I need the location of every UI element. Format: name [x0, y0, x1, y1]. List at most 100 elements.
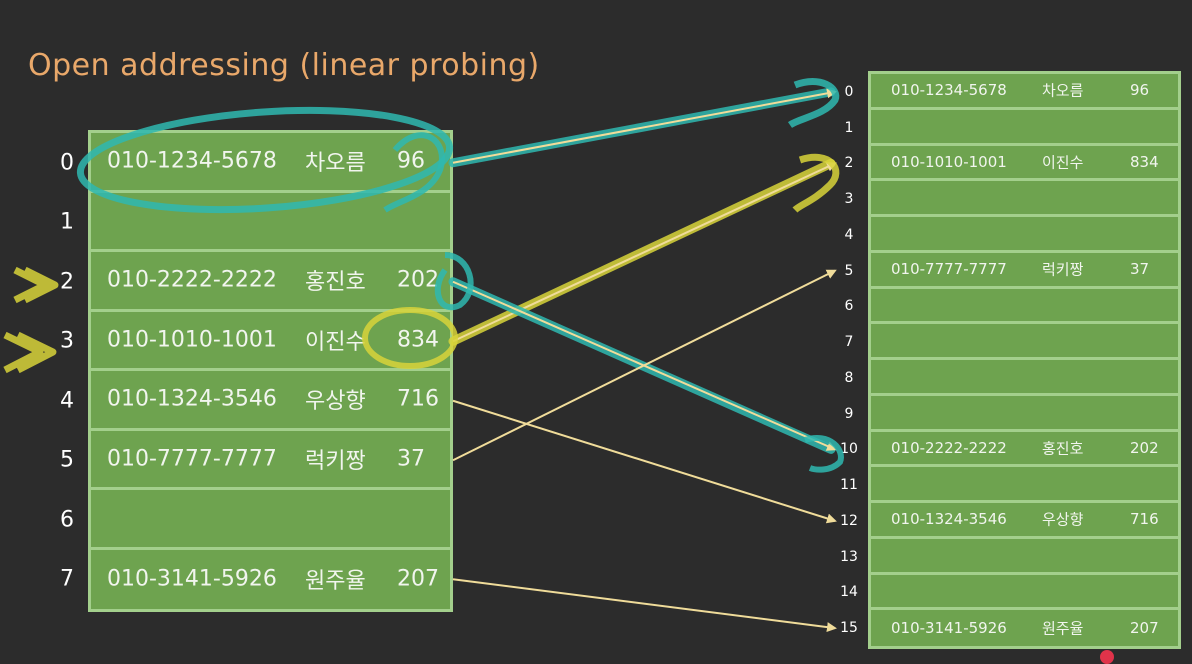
- highlight-stroke-2-to-10: [448, 277, 836, 454]
- phone-cell: 010-7777-7777: [891, 260, 1007, 279]
- right-index-9: 9: [844, 405, 854, 422]
- right-index-11: 11: [840, 477, 858, 494]
- record-indicator: [1100, 650, 1114, 664]
- name-cell: 차오름: [305, 151, 366, 177]
- right-index-5: 5: [844, 262, 854, 279]
- highlight-stroke-3-to-2: [448, 158, 836, 346]
- name-cell: 이진수: [305, 329, 366, 355]
- right-index-10: 10: [840, 441, 858, 458]
- right-row-9: [871, 396, 1178, 432]
- right-row-12: 010-1324-3546 우상향 716: [871, 503, 1178, 539]
- value-cell: 716: [397, 386, 439, 412]
- right-row-10: 010-2222-2222 홍진호 202: [871, 432, 1178, 468]
- left-row-7: 010-3141-5926 원주율 207: [91, 550, 450, 610]
- phone-cell: 010-1324-3546: [891, 510, 1007, 529]
- left-row-4: 010-1324-3546 우상향 716: [91, 371, 450, 431]
- phone-cell: 010-1234-5678: [891, 81, 1007, 100]
- right-row-1: [871, 110, 1178, 146]
- name-cell: 이진수: [1042, 153, 1084, 172]
- right-index-8: 8: [844, 369, 854, 386]
- left-index-1: 1: [60, 209, 74, 235]
- name-cell: 원주율: [1042, 619, 1084, 638]
- left-row-6: [91, 490, 450, 550]
- left-index-3: 3: [60, 328, 74, 354]
- right-index-0: 0: [844, 83, 854, 100]
- left-hash-table: 010-1234-5678 차오름 96 010-2222-2222 홍진호 202 010…: [88, 130, 453, 612]
- phone-cell: 010-1324-3546: [107, 386, 277, 412]
- left-index-4: 4: [60, 388, 74, 414]
- yellow-right-scribble-annotation: [792, 153, 840, 213]
- left-row-2: 010-2222-2222 홍진호 202: [91, 252, 450, 312]
- mapping-arrow-3-to-2: [452, 162, 837, 343]
- value-cell: 96: [397, 148, 425, 174]
- value-cell: 207: [397, 566, 439, 592]
- right-index-13: 13: [840, 548, 858, 565]
- value-cell: 716: [1130, 510, 1159, 529]
- right-row-6: [871, 289, 1178, 325]
- phone-cell: 010-1234-5678: [107, 148, 277, 174]
- right-row-4: [871, 217, 1178, 253]
- teal-right-lower-scribble-annotation: [804, 435, 844, 473]
- phone-cell: 010-2222-2222: [107, 267, 277, 293]
- right-hash-table: 010-1234-5678 차오름 96 010-1010-1001 이진수 834 010…: [868, 71, 1181, 649]
- name-cell: 럭키짱: [305, 448, 366, 474]
- left-index-0: 0: [60, 150, 74, 176]
- phone-cell: 010-1010-1001: [107, 327, 277, 353]
- highlight-stroke-0-to-0: [448, 87, 836, 168]
- mapping-arrow-2-to-10: [452, 280, 837, 451]
- name-cell: 우상향: [1042, 510, 1084, 529]
- yellow-arrow-row3-icon: [3, 331, 57, 374]
- right-index-15: 15: [840, 620, 858, 637]
- name-cell: 럭키짱: [1042, 260, 1084, 279]
- right-row-13: [871, 539, 1178, 575]
- left-index-6: 6: [60, 507, 74, 533]
- mapping-arrow-4-to-12: [452, 399, 837, 524]
- value-cell: 202: [1130, 438, 1159, 457]
- phone-cell: 010-1010-1001: [891, 152, 1007, 171]
- right-row-15: 010-3141-5926 원주율 207: [871, 610, 1178, 646]
- mapping-arrow-0-to-0: [452, 88, 837, 164]
- name-cell: 원주율: [305, 569, 366, 595]
- name-cell: 홍진호: [305, 270, 366, 296]
- right-row-3: [871, 181, 1178, 217]
- value-cell: 37: [1130, 260, 1150, 279]
- value-cell: 202: [397, 267, 439, 293]
- right-row-2: 010-1010-1001 이진수 834: [871, 146, 1178, 182]
- right-row-8: [871, 360, 1178, 396]
- right-index-3: 3: [844, 191, 854, 208]
- left-row-0: 010-1234-5678 차오름 96: [91, 133, 450, 193]
- name-cell: 우상향: [305, 389, 366, 415]
- teal-right-scribble-annotation: [787, 77, 840, 129]
- name-cell: 차오름: [1042, 81, 1084, 100]
- mapping-arrow-5-to-5: [452, 269, 837, 462]
- right-index-6: 6: [844, 298, 854, 315]
- left-row-3: 010-1010-1001 이진수 834: [91, 312, 450, 371]
- right-index-2: 2: [844, 155, 854, 172]
- right-index-14: 14: [840, 584, 858, 601]
- right-row-0: 010-1234-5678 차오름 96: [871, 74, 1178, 110]
- right-index-1: 1: [844, 119, 854, 136]
- value-cell: 834: [1130, 152, 1159, 171]
- left-index-2: 2: [60, 269, 74, 295]
- right-index-12: 12: [840, 512, 858, 529]
- phone-cell: 010-3141-5926: [107, 566, 277, 592]
- right-index-7: 7: [844, 334, 854, 351]
- value-cell: 834: [397, 327, 439, 353]
- name-cell: 홍진호: [1042, 439, 1084, 458]
- right-row-14: [871, 575, 1178, 611]
- phone-cell: 010-3141-5926: [891, 619, 1007, 638]
- left-row-5: 010-7777-7777 럭키짱 37: [91, 431, 450, 490]
- phone-cell: 010-2222-2222: [891, 438, 1007, 457]
- mapping-arrow-7-to-15: [452, 578, 837, 633]
- right-row-5: 010-7777-7777 럭키짱 37: [871, 253, 1178, 289]
- value-cell: 96: [1130, 81, 1150, 100]
- right-row-7: [871, 324, 1178, 360]
- right-row-11: [871, 467, 1178, 503]
- diagram-title: Open addressing (linear probing): [28, 48, 540, 83]
- value-cell: 207: [1130, 619, 1159, 638]
- yellow-arrow-row2-icon: [13, 266, 59, 304]
- right-index-4: 4: [844, 226, 854, 243]
- phone-cell: 010-7777-7777: [107, 446, 277, 472]
- left-index-5: 5: [60, 447, 74, 473]
- value-cell: 37: [397, 446, 425, 472]
